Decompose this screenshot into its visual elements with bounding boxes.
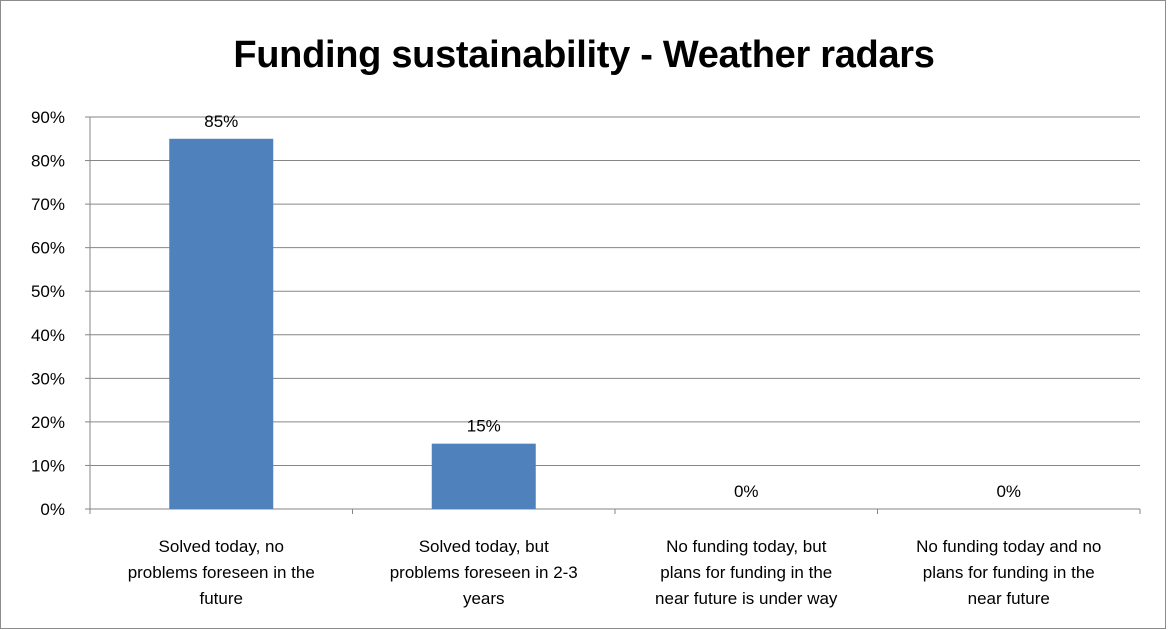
data-label: 0% [734,482,759,501]
y-tick-label: 60% [31,239,65,258]
y-tick-label: 20% [31,413,65,432]
chart-title: Funding sustainability - Weather radars [233,34,935,76]
bar [169,138,274,509]
x-category-label: years [463,589,505,608]
x-category-label: No funding today, but [666,537,827,556]
x-category-label: problems foreseen in 2-3 [390,563,578,582]
x-category-label: future [200,589,243,608]
data-label: 85% [204,112,238,131]
y-tick-label: 0% [40,500,65,519]
y-tick-label: 40% [31,326,65,345]
y-tick-label: 70% [31,195,65,214]
y-tick-label: 50% [31,282,65,301]
data-label: 0% [996,482,1021,501]
y-tick-label: 80% [31,152,65,171]
x-category-label: plans for funding in the [660,563,832,582]
y-tick-label: 30% [31,369,65,388]
bar [431,443,536,509]
x-category-label: near future is under way [655,589,838,608]
x-category-label: near future [968,589,1050,608]
data-label: 15% [467,417,501,436]
x-category-label: Solved today, but [419,537,549,556]
x-category-label: Solved today, no [159,537,284,556]
x-category-label: No funding today and no [916,537,1101,556]
y-tick-label: 10% [31,456,65,475]
x-category-label: plans for funding in the [923,563,1095,582]
x-category-label: problems foreseen in the [128,563,315,582]
y-tick-label: 90% [31,108,65,127]
